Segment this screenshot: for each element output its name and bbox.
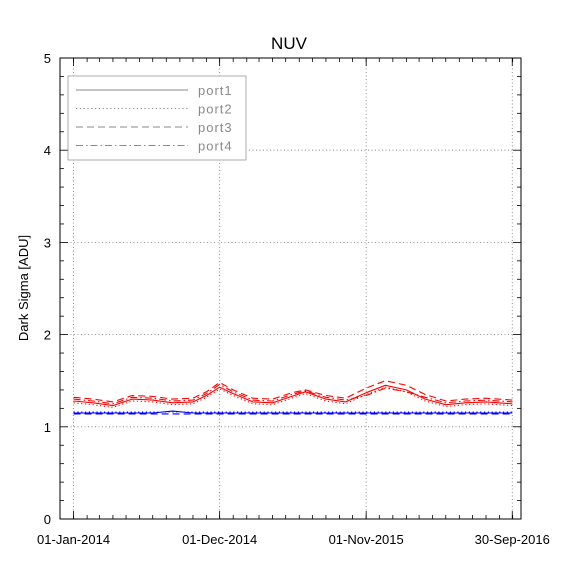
series-line-2: [73, 386, 513, 408]
plot-frame: [59, 57, 522, 520]
y-tick-label: 0: [44, 512, 51, 527]
chart-title: NUV: [271, 34, 308, 53]
axes: 0 1 2 3 4 5 01-Jan-2014 01-Dec-2014 01-Nov-2015 3…: [37, 51, 550, 547]
legend-label-port3: port3: [198, 120, 233, 135]
x-tick-label: 01-Jan-2014: [37, 532, 110, 547]
series-line-3: [73, 380, 513, 403]
y-tick-label: 2: [44, 328, 51, 343]
y-tick-label: 5: [44, 51, 51, 66]
x-tick-label: 01-Dec-2014: [182, 532, 257, 547]
legend: port1 port2 port3 port4: [67, 75, 247, 161]
legend-label-port2: port2: [198, 102, 233, 117]
x-tick-label: 01-Nov-2015: [329, 532, 404, 547]
series-line-4: [73, 383, 513, 405]
legend-label-port1: port1: [198, 83, 233, 98]
y-tick-label: 3: [44, 235, 51, 250]
y-tick-label: 1: [44, 420, 51, 435]
series-group: [73, 380, 513, 415]
legend-label-port4: port4: [198, 139, 233, 154]
x-tick-label: 30-Sep-2016: [475, 532, 550, 547]
y-tick-label: 4: [44, 143, 51, 158]
series-line-5: [73, 410, 513, 414]
y-axis-label: Dark Sigma [ADU]: [16, 235, 31, 341]
series-line-1: [73, 384, 513, 407]
